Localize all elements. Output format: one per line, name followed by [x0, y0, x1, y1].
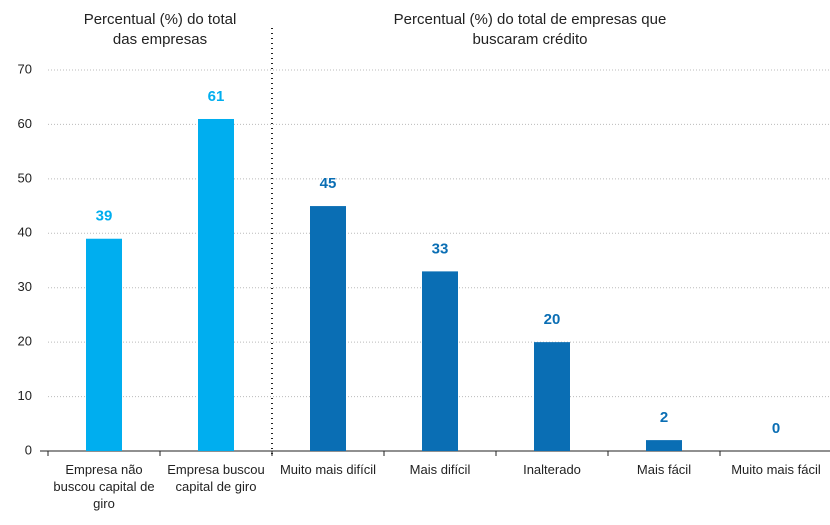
y-tick-label: 0 — [25, 442, 32, 457]
bar — [646, 440, 682, 451]
bar — [198, 118, 234, 451]
x-tick-label: Muito mais difícil — [279, 462, 377, 477]
value-label: 33 — [432, 240, 449, 257]
value-label: 20 — [544, 311, 561, 328]
x-tick-label: Empresa não buscou capital de giro — [53, 462, 155, 511]
value-label: 0 — [772, 420, 780, 437]
y-tick-label: 30 — [18, 279, 32, 294]
x-tick-label: Mais difícil — [409, 462, 471, 477]
y-tick-label: 40 — [18, 225, 32, 240]
y-tick-label: 60 — [18, 116, 32, 131]
value-label: 45 — [320, 175, 337, 192]
bar — [534, 342, 570, 451]
value-label: 2 — [660, 409, 668, 426]
y-tick-label: 70 — [18, 61, 32, 76]
value-label: 39 — [96, 208, 113, 225]
section-title: Percentual (%) do total das empresas — [83, 11, 237, 48]
bar — [310, 206, 346, 451]
x-tick-label: Empresa buscou capital de giro — [167, 462, 265, 494]
bar — [422, 271, 458, 451]
y-tick-label: 10 — [18, 388, 32, 403]
bar — [86, 238, 122, 451]
x-tick-label: Mais fácil — [636, 462, 692, 477]
y-tick-label: 20 — [18, 334, 32, 349]
x-tick-label: Muito mais fácil — [731, 462, 821, 477]
value-label: 61 — [208, 88, 225, 105]
y-tick-label: 50 — [18, 170, 32, 185]
x-tick-label: Inalterado — [523, 462, 581, 477]
section-title: Percentual (%) do total de empresas que … — [393, 11, 667, 48]
